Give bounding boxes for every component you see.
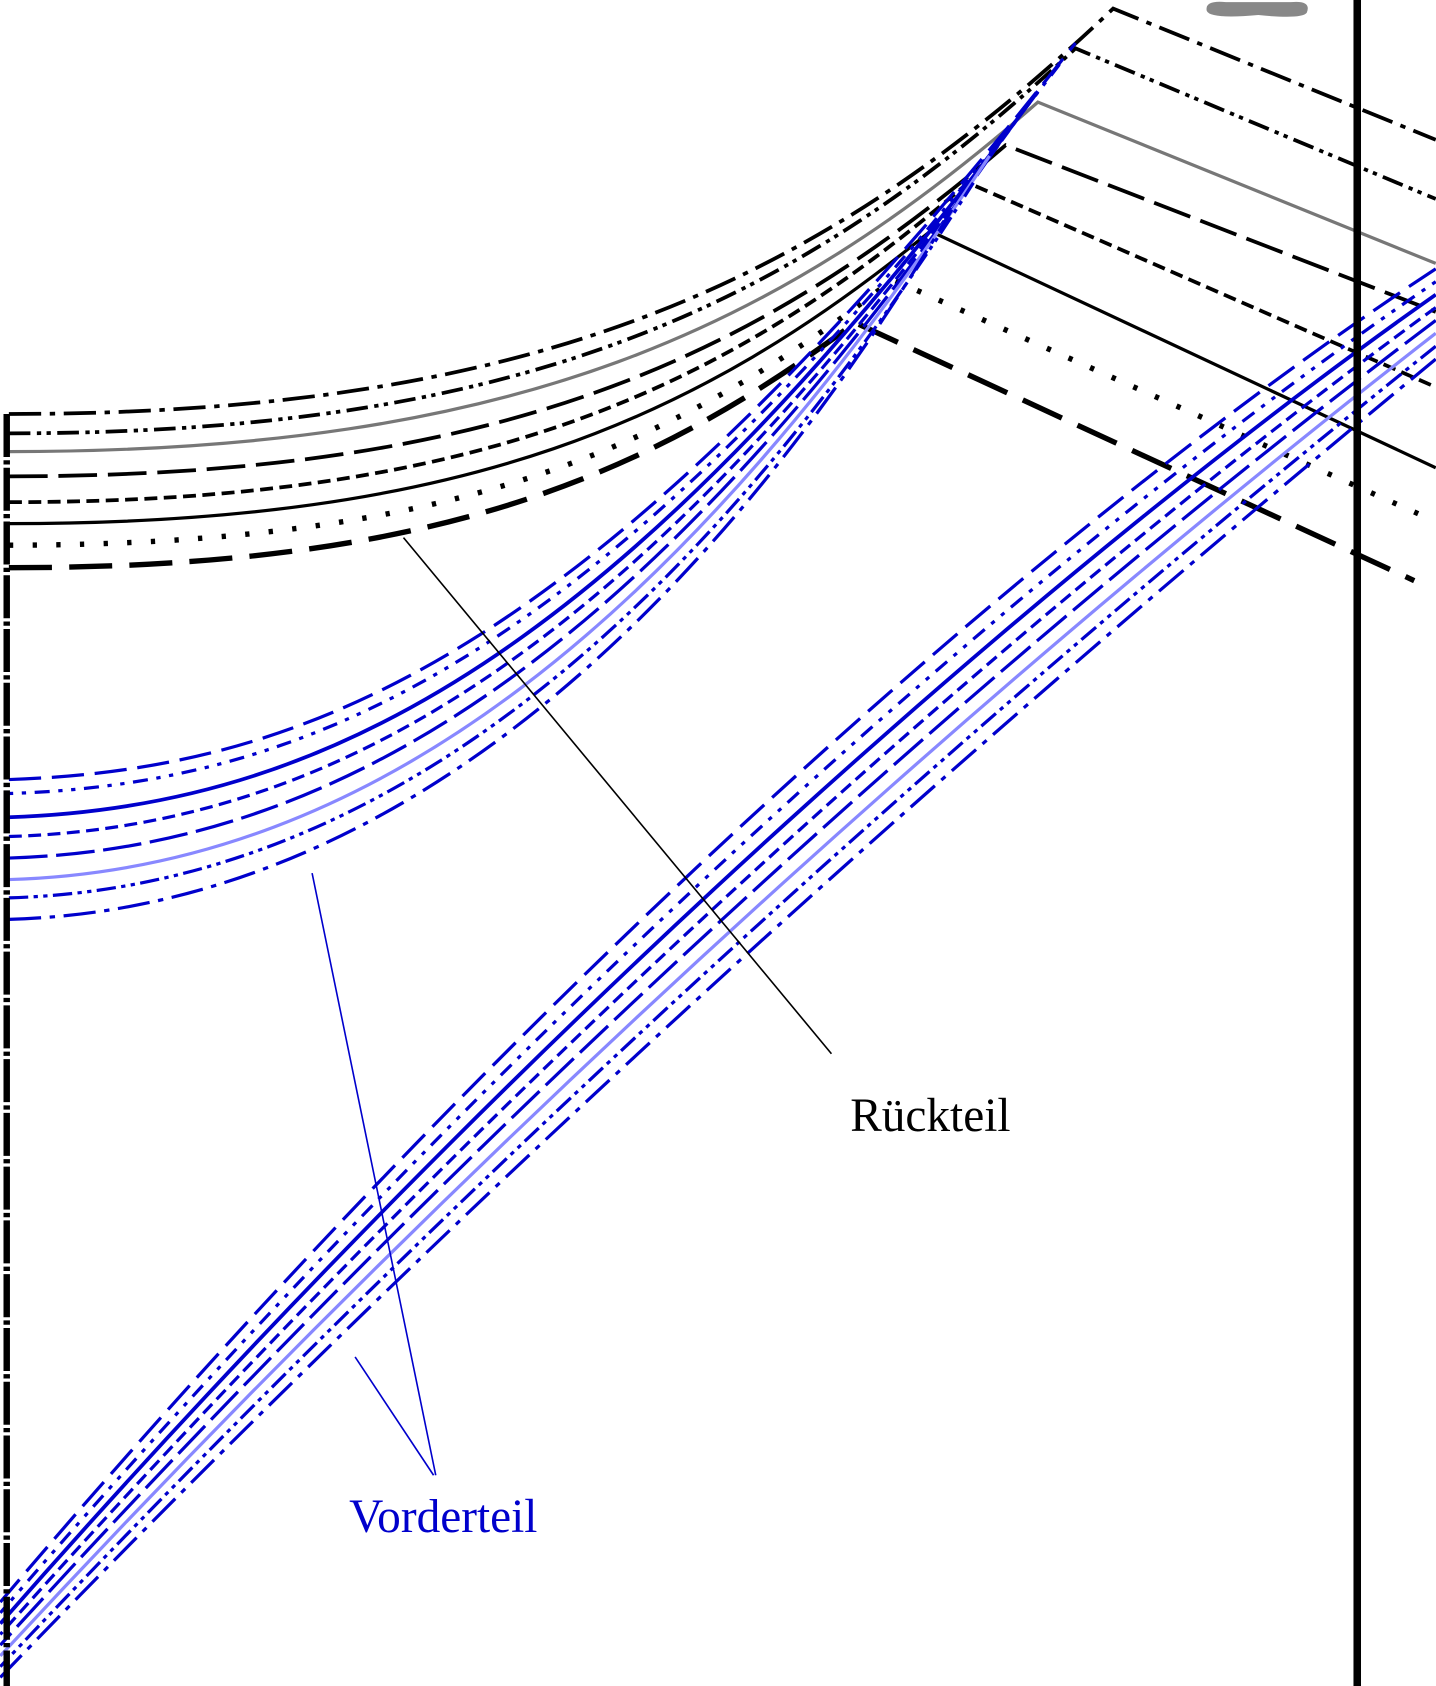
size-line [0,267,1436,1604]
marker-blob [1206,1,1308,17]
size-line [0,293,1436,1625]
size-line [0,319,1436,1647]
size-line [8,229,1436,526]
size-line [8,111,1024,839]
size-line [8,319,1416,584]
size-line [8,46,1436,436]
front-piece-lines [0,42,1436,1679]
size-line [0,344,1436,1668]
leader-line [311,872,437,1476]
size-line [0,332,1436,1657]
size-line [8,100,1436,454]
back-piece-lines [8,6,1436,584]
size-line [8,155,991,882]
back-label: Rückteil [850,1090,1010,1142]
size-line [8,208,954,921]
size-line [0,357,1436,1679]
size-line [0,306,1436,1636]
size-line [8,180,1436,505]
size-line [8,133,1007,860]
size-line [0,280,1436,1614]
size-line [8,181,975,900]
leader-line [402,537,833,1055]
size-line [8,90,1040,820]
size-line [8,6,1436,416]
size-line [8,142,1436,479]
leader-line [354,1356,435,1476]
front-label: Vorderteil [349,1491,537,1543]
